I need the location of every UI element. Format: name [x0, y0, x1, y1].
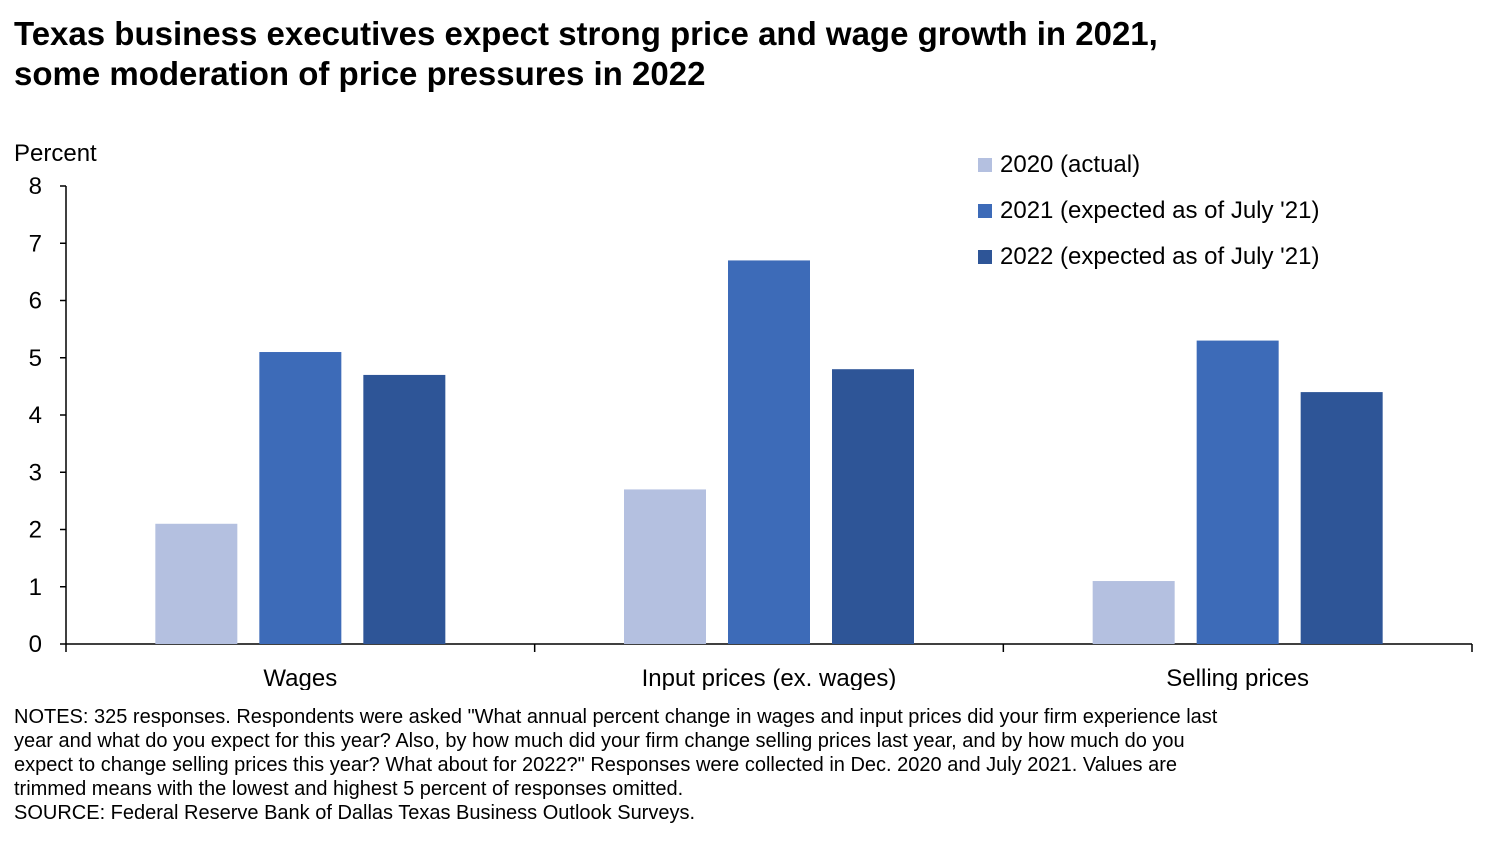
notes-line-1: NOTES: 325 responses. Respondents were a… — [14, 706, 1218, 728]
source-note: SOURCE: Federal Reserve Bank of Dallas T… — [14, 802, 696, 824]
y-tick-label: 6 — [29, 288, 42, 315]
chart-notes: NOTES: 325 responses. Respondents were a… — [14, 705, 1484, 825]
chart-title-line-2: some moderation of price pressures in 20… — [14, 55, 706, 92]
bar-1-2 — [624, 489, 706, 644]
y-tick-label: 5 — [29, 345, 42, 372]
notes-line-2: year and what do you expect for this yea… — [14, 730, 1185, 752]
y-tick-label: 4 — [29, 402, 42, 429]
bar-3-1 — [363, 374, 446, 644]
bar-2-3 — [1196, 340, 1279, 644]
x-tick-label: Input prices (ex. wages) — [642, 665, 897, 690]
y-tick-label: 3 — [29, 459, 42, 486]
legend-label: 2021 (expected as of July '21) — [1000, 197, 1319, 224]
y-tick-label: 0 — [29, 631, 42, 658]
bar-1-3 — [1092, 581, 1175, 644]
bar-3-3 — [1300, 392, 1383, 644]
chart-title-line-1: Texas business executives expect strong … — [14, 15, 1158, 52]
legend-swatch — [978, 250, 992, 264]
bar-3-2 — [832, 369, 914, 644]
y-tick-label: 2 — [29, 517, 42, 544]
bar-2-1 — [259, 352, 342, 644]
legend-swatch — [978, 158, 992, 172]
bar-chart: Percent 0 1 2 3 4 5 6 7 8 Wages Input prices (ex. w… — [14, 140, 1473, 690]
notes-line-3: expect to change selling prices this yea… — [14, 754, 1177, 776]
y-axis-label: Percent — [14, 140, 97, 167]
bar-1-1 — [155, 523, 238, 644]
bar-2-2 — [728, 260, 810, 644]
legend-label: 2022 (expected as of July '21) — [1000, 243, 1319, 270]
legend-swatch — [978, 204, 992, 218]
legend-label: 2020 (actual) — [1000, 151, 1140, 178]
x-tick-label: Wages — [263, 665, 337, 690]
y-tick-label: 8 — [29, 173, 42, 200]
x-tick-label: Selling prices — [1166, 665, 1309, 690]
y-tick-label: 1 — [29, 574, 42, 601]
notes-line-4: trimmed means with the lowest and highes… — [14, 778, 684, 800]
y-tick-label: 7 — [29, 230, 42, 257]
chart-title: Texas business executives expect strong … — [14, 14, 1484, 94]
